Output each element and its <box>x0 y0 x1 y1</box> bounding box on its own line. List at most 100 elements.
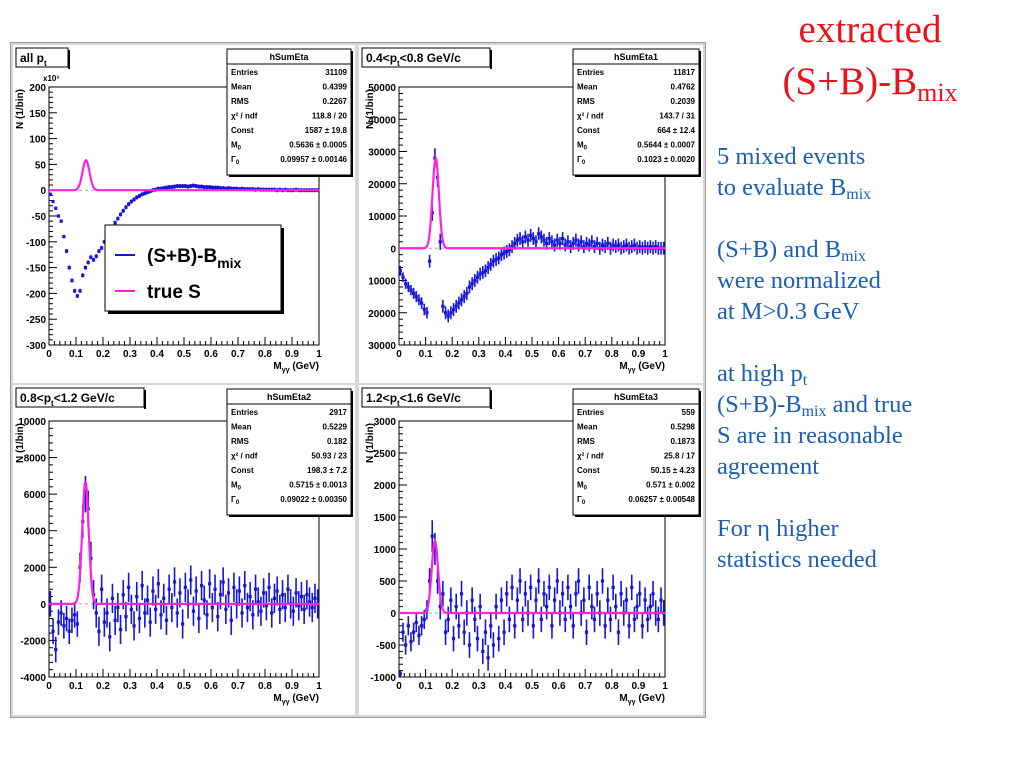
data-point <box>183 184 187 188</box>
data-point <box>478 605 482 609</box>
data-point <box>563 243 567 247</box>
data-point <box>497 637 501 641</box>
data-point <box>414 621 418 625</box>
data-point <box>470 282 474 286</box>
x-tick-label: 1 <box>316 681 322 692</box>
data-point <box>48 192 52 196</box>
data-point <box>127 202 131 206</box>
data-point <box>218 593 223 597</box>
x-tick-label: 0.5 <box>177 681 191 692</box>
data-point <box>414 295 418 299</box>
stats-value: 0.571 ± 0.002 <box>646 481 695 490</box>
data-point <box>135 594 139 599</box>
data-point <box>205 613 209 617</box>
data-point <box>576 243 581 247</box>
data-point <box>199 583 204 588</box>
data-point <box>129 607 133 611</box>
data-point <box>547 585 551 589</box>
data-point <box>406 285 410 289</box>
data-point <box>515 598 519 602</box>
data-point <box>256 600 260 604</box>
y-tick-label: 0 <box>390 609 396 620</box>
data-point <box>113 221 117 225</box>
y-axis-title: N (1/bin) <box>15 89 26 129</box>
data-point <box>441 592 445 596</box>
x-tick-label: 0.7 <box>578 681 592 692</box>
y-tick-label: 20000 <box>368 309 396 320</box>
y-tick-label: 150 <box>29 109 46 120</box>
stats-key: Mean <box>231 83 252 92</box>
stats-value: 118.8 / 20 <box>312 112 348 121</box>
x-tick-label: 0.9 <box>631 349 645 360</box>
data-point <box>563 617 567 621</box>
data-point <box>449 311 453 315</box>
stats-box-frame <box>226 388 352 516</box>
notes-text: 5 mixed events to evaluate Bmix (S+B) and … <box>717 141 1017 606</box>
legend: (S+B)-Bmix true S <box>104 224 284 314</box>
data-point <box>208 582 212 586</box>
data-point <box>481 270 485 275</box>
x-axis-title: Mγγ (GeV) <box>619 361 665 374</box>
data-point <box>94 254 98 258</box>
data-point <box>116 216 120 221</box>
x-tick-label: 0 <box>46 349 52 360</box>
data-point <box>638 245 642 249</box>
data-point <box>523 592 527 596</box>
chart-svg: -4000 -2000 0 2000 4000 6000 8000 10000 0 0.1 0.2 0… <box>15 387 353 706</box>
x-tick-label: 0.7 <box>231 349 245 360</box>
data-point <box>486 656 490 660</box>
data-point <box>121 209 125 213</box>
data-point <box>56 620 61 624</box>
panel-label-shadow <box>68 50 70 69</box>
data-point <box>529 585 533 589</box>
data-point <box>579 240 583 244</box>
stats-key: Entries <box>231 408 259 417</box>
stats-key: RMS <box>577 437 595 446</box>
y-tick-label: 4000 <box>24 527 47 538</box>
true-s-curve <box>49 481 319 605</box>
note-subscript: mix <box>841 248 866 265</box>
data-point <box>560 592 565 596</box>
y-axis-title: N (1/bin) <box>365 89 376 129</box>
x-tick-label: 0.6 <box>204 681 218 692</box>
true-s-curve <box>399 155 665 250</box>
data-point <box>100 587 104 591</box>
data-point <box>446 314 450 318</box>
data-point <box>67 266 71 270</box>
x-tick-label: 0.8 <box>605 349 619 360</box>
stats-key: Const <box>577 466 600 475</box>
data-point <box>462 630 466 634</box>
data-point <box>539 617 543 621</box>
y-tick-label: -1000 <box>370 673 396 684</box>
data-point <box>560 236 565 241</box>
legend-label: true S <box>147 282 201 303</box>
x-tick-label: 0.4 <box>150 349 164 360</box>
y-tick-label: 30000 <box>368 341 396 352</box>
panel-pt-0.8-1.2: -4000 -2000 0 2000 4000 6000 8000 10000 0 0.1 0.2 0… <box>13 385 355 715</box>
data-point <box>186 184 190 189</box>
note-text: were normalized <box>717 267 881 294</box>
x-tick-label: 1 <box>316 349 322 360</box>
x-tick-label: 0.8 <box>605 681 619 692</box>
chart-svg: -300 -250 -200 -150 -100 -50 0 50 100 150 200 0 0.1 0… <box>15 47 353 374</box>
data-point <box>566 240 570 244</box>
data-point <box>294 591 298 595</box>
data-point <box>622 245 626 249</box>
data-point <box>600 579 605 583</box>
data-point <box>91 258 96 262</box>
x-tick-label: 0.4 <box>150 681 164 692</box>
data-point <box>518 579 522 583</box>
data-point <box>627 624 631 628</box>
data-point <box>170 185 174 189</box>
stats-key: Const <box>231 466 254 475</box>
x-tick-label: 0.1 <box>69 349 83 360</box>
data-point <box>401 630 405 634</box>
data-point <box>616 243 621 247</box>
stats-key: RMS <box>231 97 249 106</box>
x-tick-label: 0.5 <box>525 349 539 360</box>
stats-key: Mean <box>577 423 598 432</box>
chart-svg: -1000 -500 0 500 1000 1500 2000 2500 3000 0 0.1 0.2… <box>361 387 701 706</box>
y-axis-title: N (1/bin) <box>365 423 376 463</box>
x-tick-label: 0.2 <box>96 681 110 692</box>
data-point <box>172 580 177 584</box>
